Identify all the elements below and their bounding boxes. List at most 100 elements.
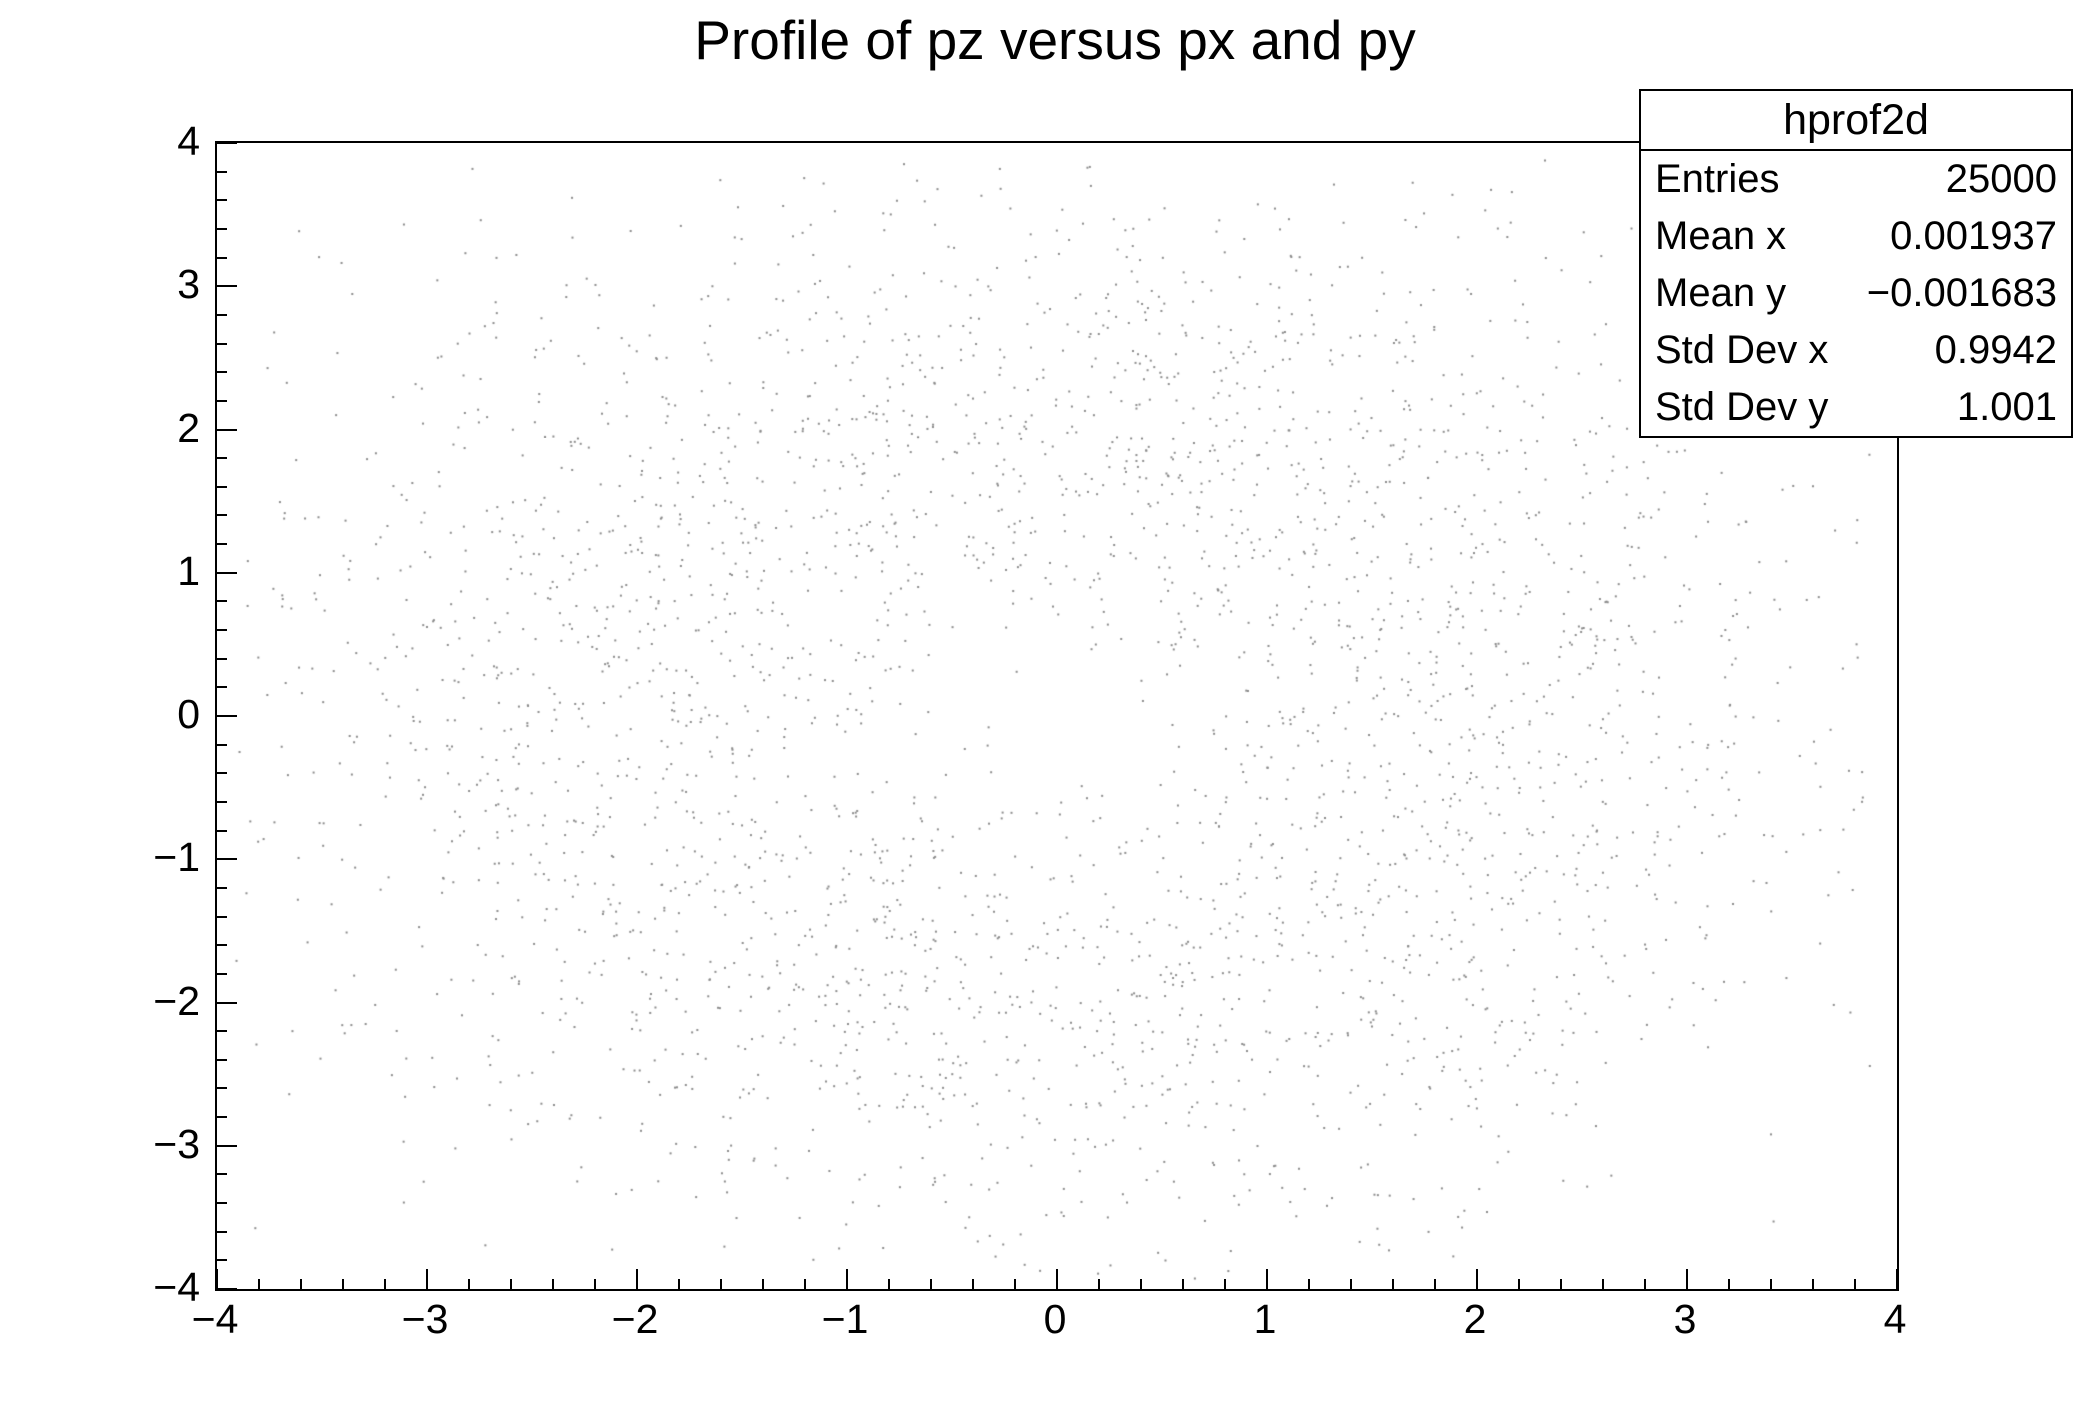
tick-mark (1224, 1279, 1226, 1289)
stats-label: Entries (1655, 157, 1780, 201)
tick-mark (384, 1279, 386, 1289)
x-tick-label: 1 (1253, 1296, 1277, 1342)
tick-mark (217, 227, 227, 230)
tick-mark (468, 1279, 470, 1289)
y-tick-label: 2 (177, 404, 200, 451)
tick-mark (300, 1279, 302, 1289)
stats-label: Mean y (1655, 271, 1787, 315)
tick-mark (426, 1269, 428, 1289)
tick-mark (217, 629, 227, 632)
tick-mark (217, 657, 227, 660)
stats-box: hprof2d Entries 25000 Mean x 0.001937 Mean y… (1639, 89, 2073, 438)
tick-mark (217, 743, 227, 746)
tick-mark (217, 199, 227, 202)
tick-mark (217, 1259, 227, 1262)
tick-mark (217, 800, 227, 803)
tick-mark (217, 1202, 227, 1205)
tick-mark (217, 1030, 227, 1033)
tick-mark (678, 1279, 680, 1289)
tick-mark (258, 1279, 260, 1289)
tick-mark (594, 1279, 596, 1289)
tick-mark (1392, 1279, 1394, 1289)
tick-mark (217, 944, 227, 947)
x-tick-label: 3 (1673, 1296, 1697, 1342)
y-tick-label: 4 (177, 118, 200, 164)
tick-mark (217, 1116, 227, 1119)
tick-mark (217, 142, 237, 144)
tick-mark (1686, 1269, 1688, 1289)
stats-value: 1.001 (1956, 385, 2057, 429)
tick-mark (1014, 1279, 1016, 1289)
tick-mark (552, 1279, 554, 1289)
y-tick-label: −3 (153, 1120, 200, 1167)
tick-mark (1854, 1279, 1856, 1289)
tick-mark (1770, 1279, 1772, 1289)
y-tick-label: 0 (177, 691, 200, 737)
scatter-canvas (217, 143, 1897, 1289)
tick-mark (1056, 1269, 1058, 1289)
tick-mark (342, 1279, 344, 1289)
tick-mark (1518, 1279, 1520, 1289)
tick-mark (217, 915, 227, 918)
tick-mark (217, 399, 227, 402)
tick-mark (217, 1230, 227, 1233)
tick-mark (804, 1279, 806, 1289)
tick-mark (1560, 1279, 1562, 1289)
tick-mark (217, 514, 227, 517)
tick-mark (217, 571, 237, 574)
tick-mark (217, 686, 227, 689)
tick-mark (217, 1058, 227, 1061)
tick-mark (846, 1269, 848, 1289)
tick-mark (217, 715, 237, 717)
tick-mark (1476, 1269, 1478, 1289)
stats-row: Std Dev y 1.001 (1641, 379, 2071, 436)
tick-mark (217, 457, 227, 460)
tick-mark (1602, 1279, 1604, 1289)
stats-label: Mean x (1655, 214, 1787, 258)
tick-mark (1350, 1279, 1352, 1289)
tick-mark (217, 1173, 227, 1176)
tick-mark (1644, 1279, 1646, 1289)
tick-mark (510, 1279, 512, 1289)
tick-mark (888, 1279, 890, 1289)
stats-label: Std Dev x (1655, 328, 1829, 372)
stats-rows: Entries 25000 Mean x 0.001937 Mean y −0.00168… (1641, 151, 2071, 436)
x-tick-label: 0 (1043, 1296, 1067, 1342)
tick-mark (217, 256, 227, 259)
x-tick-label: −4 (191, 1296, 239, 1342)
tick-mark (762, 1279, 764, 1289)
tick-mark (1140, 1279, 1142, 1289)
tick-mark (217, 886, 227, 889)
x-tick-label: 4 (1883, 1296, 1907, 1342)
x-tick-label: −2 (611, 1296, 659, 1342)
tick-mark (217, 1288, 237, 1290)
tick-mark (217, 313, 227, 316)
tick-mark (216, 1269, 218, 1289)
tick-mark (720, 1279, 722, 1289)
x-tick-label: −3 (401, 1296, 449, 1342)
tick-mark (1812, 1279, 1814, 1289)
tick-mark (217, 285, 237, 288)
stats-row: Std Dev x 0.9942 (1641, 322, 2071, 379)
x-tick-label: 2 (1463, 1296, 1487, 1342)
tick-mark (217, 829, 227, 832)
chart-title: Profile of pz versus px and py (694, 9, 1416, 71)
tick-mark (1728, 1279, 1730, 1289)
tick-mark (972, 1279, 974, 1289)
y-tick-label: 3 (177, 261, 200, 308)
stats-value: 25000 (1945, 157, 2057, 201)
tick-mark (217, 972, 227, 975)
stats-title: hprof2d (1641, 91, 2071, 151)
stats-row: Mean y −0.001683 (1641, 265, 2071, 322)
tick-mark (217, 1144, 237, 1147)
stats-row: Mean x 0.001937 (1641, 208, 2071, 265)
stats-label: Std Dev y (1655, 385, 1829, 429)
tick-mark (930, 1279, 932, 1289)
tick-mark (1182, 1279, 1184, 1289)
tick-mark (1308, 1279, 1310, 1289)
y-tick-label: 1 (177, 547, 200, 594)
tick-mark (217, 428, 237, 431)
tick-mark (217, 1001, 237, 1004)
tick-mark (1266, 1269, 1268, 1289)
x-tick-label: −1 (821, 1296, 869, 1342)
